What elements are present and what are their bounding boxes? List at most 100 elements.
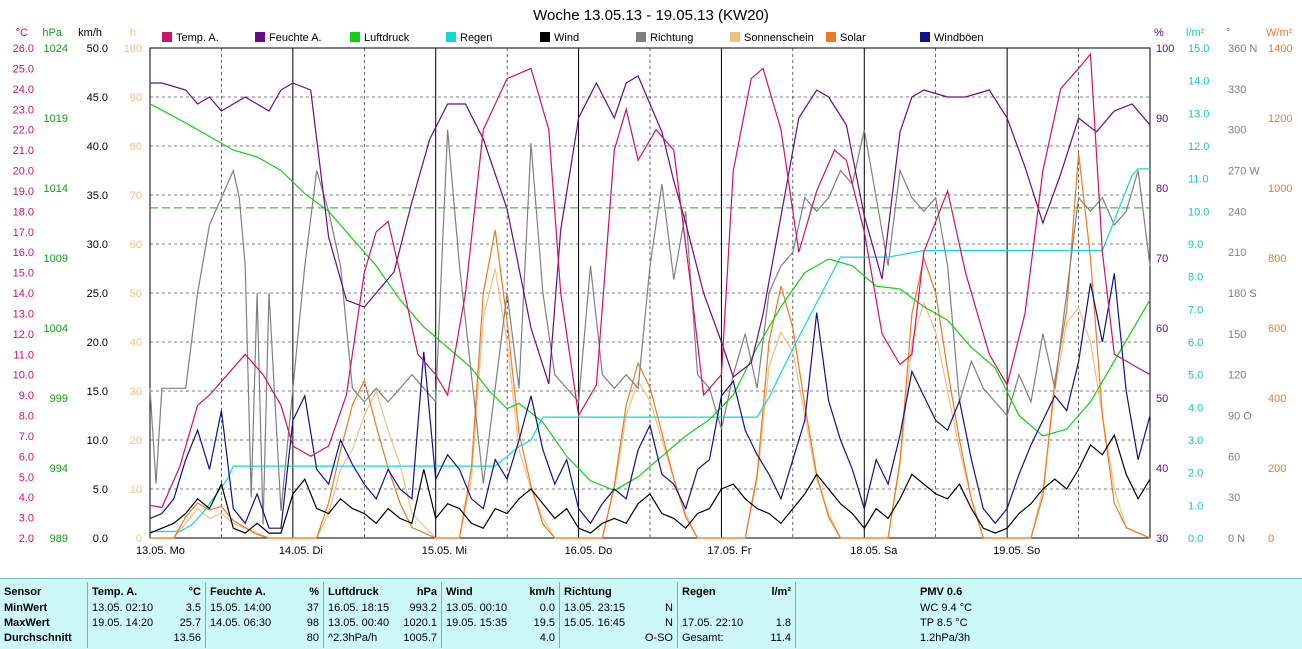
stats-row: 14.05. 06:30 98	[206, 617, 323, 633]
axis-tick-label: 30	[130, 386, 142, 398]
stats-row: 13.05. 02:10 3.5	[88, 602, 205, 618]
stats-row: 13.05. 00:10 0.0	[442, 602, 559, 618]
axis-tick-label: 0.0	[1188, 533, 1203, 545]
stats-unit: l/m²	[771, 586, 791, 598]
axis-tick-label: 26.0	[13, 43, 34, 55]
axis-tick-label: 5.0	[1188, 370, 1203, 382]
x-day-label: 15.05. Mi	[422, 545, 467, 557]
legend-label: Wind	[554, 32, 579, 44]
legend-label: Regen	[460, 32, 492, 44]
axis-unit-right: °	[1226, 27, 1230, 39]
stats-date: 15.05. 16:45	[564, 617, 626, 629]
axis-tick-label: 15.0	[1188, 43, 1209, 55]
stats-row: 80	[206, 632, 323, 648]
stats-date: 13.05. 00:40	[328, 617, 390, 629]
axis-tick-label: 3.0	[19, 513, 34, 525]
plot-grid	[149, 47, 1151, 539]
axis-tick-label: 400	[1268, 393, 1286, 405]
series-line-windb-en	[149, 273, 1151, 529]
legend-swatch	[826, 32, 836, 42]
axis-tick-label: 180 S	[1228, 288, 1257, 300]
series-layer	[149, 52, 1151, 539]
axis-tick-label: 360 N	[1228, 43, 1257, 55]
stats-row: Gesamt: 11.4	[678, 632, 795, 648]
axis-tick-label: 13.0	[13, 308, 34, 320]
axis-tick-label: 9.0	[1188, 239, 1203, 251]
axis-tick-label: 1.0	[1188, 500, 1203, 512]
stats-row: ^2.3hPa/h 1005.7	[324, 632, 441, 648]
axis-tick-label: 1000	[1268, 183, 1292, 195]
axis-unit-right: W/m²	[1266, 27, 1293, 39]
axis-unit-left: hPa	[42, 27, 62, 39]
stats-row	[678, 602, 795, 618]
stats-header: PMV 0.6	[920, 586, 963, 598]
stats-value: 11.4	[770, 632, 791, 644]
stats-row: Durchschnitt	[0, 632, 87, 648]
stats-date: 16.05. 18:15	[328, 602, 390, 614]
stats-header-row: Wind km/h	[442, 586, 559, 602]
axis-tick-label: 0.0	[93, 533, 108, 545]
axis-tick-label: 16.0	[13, 247, 34, 259]
axis-tick-label: 999	[50, 393, 68, 405]
axis-tick-label: 120	[1228, 370, 1246, 382]
axis-tick-label: 330	[1228, 84, 1246, 96]
axis-tick-label: 10	[130, 484, 142, 496]
stats-row: 19.05. 15:35 19.5	[442, 617, 559, 633]
x-day-label: 18.05. Sa	[850, 545, 898, 557]
stats-date: 17.05. 22:10	[682, 617, 744, 629]
axis-tick-label: 2.0	[1188, 468, 1203, 480]
stats-header: Temp. A.	[92, 586, 138, 598]
legend-label: Temp. A.	[176, 32, 219, 44]
stats-date: 13.05. 02:10	[92, 602, 154, 614]
axis-tick-label: 100	[124, 43, 142, 55]
stats-value: 1005.7	[403, 632, 437, 644]
axis-tick-label: 1024	[44, 43, 68, 55]
stats-value: 993.2	[409, 602, 437, 614]
axis-tick-label: 40.0	[87, 141, 108, 153]
stats-value: N	[665, 602, 673, 614]
stats-date: 19.05. 14:20	[92, 617, 154, 629]
axis-tick-label: 10.0	[13, 370, 34, 382]
axis-tick-label: 300	[1228, 125, 1246, 137]
stats-column: Luftdruck hPa 16.05. 18:15 993.2 13.05. 00:4…	[324, 582, 442, 648]
axis-tick-label: 10.0	[1188, 206, 1209, 218]
axis-tick-label: 18.0	[13, 206, 34, 218]
stats-row: WC 9.4 °C	[796, 602, 1302, 618]
stats-unit: hPa	[416, 586, 437, 598]
stats-row: 13.05. 23:15 N	[560, 602, 677, 618]
series-line-richtung	[149, 129, 1151, 525]
axis-tick-label: 8.0	[1188, 272, 1203, 284]
axis-tick-label: 270 W	[1228, 166, 1260, 178]
axis-tick-label: 1009	[44, 253, 68, 265]
axis-tick-label: 50	[130, 288, 142, 300]
axis-tick-label: 35.0	[87, 190, 108, 202]
axis-unit-left: km/h	[78, 27, 102, 39]
axis-tick-label: 60	[130, 239, 142, 251]
axis-tick-label: 50	[1156, 393, 1168, 405]
stats-value: N	[665, 617, 673, 629]
axis-tick-label: 1200	[1268, 113, 1292, 125]
legend-swatch	[540, 32, 550, 42]
series-line-temp-a	[149, 52, 1151, 509]
legend-swatch	[162, 32, 172, 42]
legend: Temp. A. Feuchte A. Luftdruck Regen Wind Rich…	[162, 32, 984, 44]
stats-value: 98	[306, 617, 319, 629]
axis-tick-label: 14.0	[13, 288, 34, 300]
stats-row-label: Durchschnitt	[4, 632, 72, 644]
stats-row: 1.2hPa/3h	[796, 632, 1302, 648]
axis-tick-label: 1004	[44, 323, 68, 335]
stats-date: 14.05. 06:30	[210, 617, 272, 629]
stats-row: 13.05. 00:40 1020.1	[324, 617, 441, 633]
stats-value: 37	[306, 602, 319, 614]
stats-row: 4.0	[442, 632, 559, 648]
axis-tick-label: 30	[1156, 533, 1168, 545]
stats-row: 13.56	[88, 632, 205, 648]
axis-tick-label: 80	[130, 141, 142, 153]
axis-tick-label: 17.0	[13, 227, 34, 239]
axis-tick-label: 7.0	[19, 431, 34, 443]
series-line-luftdruck	[149, 103, 1151, 492]
axis-tick-label: 1014	[44, 183, 68, 195]
axis-tick-label: 5.0	[93, 484, 108, 496]
axis-tick-label: 3.0	[1188, 435, 1203, 447]
legend-label: Windböen	[934, 32, 984, 44]
